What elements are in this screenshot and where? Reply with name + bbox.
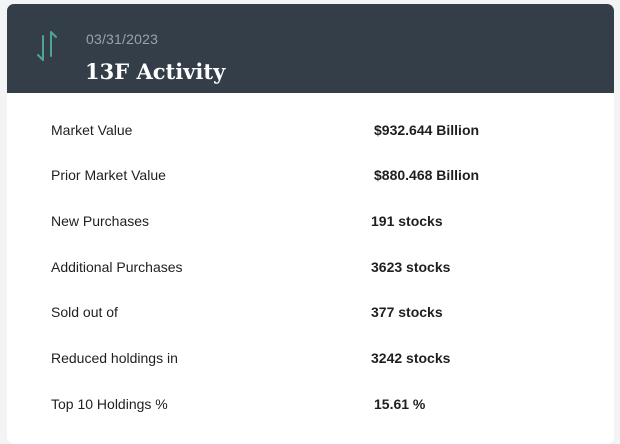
row-value: $880.468 Billion: [374, 167, 480, 183]
row-value: 15.61 %: [374, 396, 426, 412]
row-top-10-holdings: Top 10 Holdings % 15.61 %: [7, 393, 614, 417]
report-date: 03/31/2023: [86, 31, 159, 47]
row-prior-market-value: Prior Market Value $880.468 Billion: [7, 164, 614, 188]
row-label: Additional Purchases: [51, 259, 183, 275]
activity-card: 03/31/2023 13F Activity Market Value $93…: [7, 4, 614, 444]
row-label: Prior Market Value: [51, 167, 166, 183]
row-value: $932.644 Billion: [374, 122, 480, 138]
row-market-value: Market Value $932.644 Billion: [7, 119, 614, 143]
card-header: 03/31/2023 13F Activity: [7, 4, 614, 93]
row-label: New Purchases: [51, 213, 150, 229]
row-value: 377 stocks: [371, 304, 443, 320]
row-label: Reduced holdings in: [51, 350, 178, 366]
row-additional-purchases: Additional Purchases 3623 stocks: [7, 256, 614, 280]
row-label: Sold out of: [51, 304, 118, 320]
row-label: Market Value: [51, 122, 133, 138]
row-sold-out-of: Sold out of 377 stocks: [7, 301, 614, 325]
row-value: 191 stocks: [371, 213, 443, 229]
up-down-arrows-icon: [37, 31, 57, 61]
row-label: Top 10 Holdings %: [51, 396, 168, 412]
row-value: 3623 stocks: [371, 259, 451, 275]
row-reduced-holdings: Reduced holdings in 3242 stocks: [7, 347, 614, 371]
row-new-purchases: New Purchases 191 stocks: [7, 210, 614, 234]
card-title: 13F Activity: [85, 59, 226, 84]
row-value: 3242 stocks: [371, 350, 451, 366]
